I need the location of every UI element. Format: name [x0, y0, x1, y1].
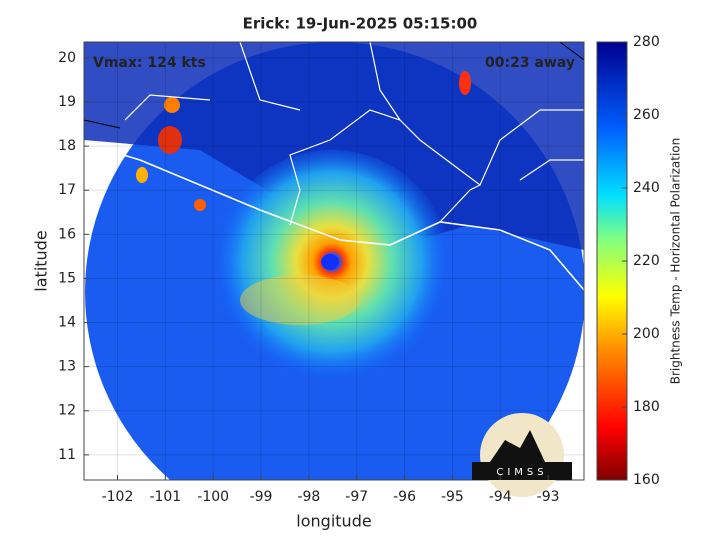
x-tick-label: -94	[489, 489, 512, 505]
y-tick-label: 14	[58, 315, 76, 331]
colorbar-tick-label: 200	[633, 326, 660, 342]
y-tick-label: 11	[58, 447, 76, 463]
colorbar-tick-label: 220	[633, 253, 660, 269]
x-tick-label: -100	[197, 489, 229, 505]
grid	[84, 42, 584, 480]
y-axis-label: latitude	[32, 230, 51, 291]
land-region	[84, 42, 584, 250]
colorbar-label: Brightness Temp - Horizontal Polarizatio…	[669, 138, 683, 385]
x-axis-label: longitude	[296, 512, 371, 531]
colorbar-tick-label: 280	[633, 34, 660, 50]
annotation: 00:23 away	[485, 55, 575, 71]
x-tick-label: -95	[441, 489, 464, 505]
logo-shape	[490, 430, 545, 462]
coastline	[84, 142, 584, 291]
x-tick-label: -101	[149, 489, 181, 505]
convection	[164, 97, 180, 113]
convection	[194, 199, 206, 211]
x-tick-label: -102	[102, 489, 134, 505]
y-tick-label: 12	[58, 403, 76, 419]
title: Erick: 19-Jun-2025 05:15:00	[243, 15, 478, 33]
storm-core	[212, 150, 452, 390]
x-tick-label: -99	[250, 489, 273, 505]
x-tick-label: -96	[393, 489, 416, 505]
colorbar-tick-label: 180	[633, 399, 660, 415]
y-tick-label: 15	[58, 270, 76, 286]
borders	[124, 42, 584, 226]
y-tick-label: 19	[58, 94, 76, 110]
convection	[158, 126, 182, 154]
y-tick-label: 20	[58, 50, 76, 66]
swath	[84, 42, 584, 480]
outer-coast	[84, 42, 584, 145]
y-tick-label: 17	[58, 182, 76, 198]
plot-border	[83, 41, 585, 481]
colorbar-tick-label: 160	[633, 472, 660, 488]
rainband	[240, 275, 360, 325]
logo-text: CIMSS	[496, 467, 547, 478]
colorbar-tick-label: 260	[633, 107, 660, 123]
convection	[136, 167, 148, 183]
logo: CIMSS	[472, 413, 572, 497]
y-tick-label: 13	[58, 359, 76, 375]
logo-band	[472, 462, 572, 480]
annotation: Vmax: 124 kts	[93, 55, 206, 71]
y-tick-label: 18	[58, 138, 76, 154]
eye	[321, 254, 339, 270]
x-tick-label: -93	[537, 489, 560, 505]
y-tick-label: 16	[58, 226, 76, 242]
colorbar-tick-label: 240	[633, 180, 660, 196]
x-tick-label: -98	[297, 489, 320, 505]
x-tick-label: -97	[345, 489, 368, 505]
convection	[459, 71, 471, 95]
